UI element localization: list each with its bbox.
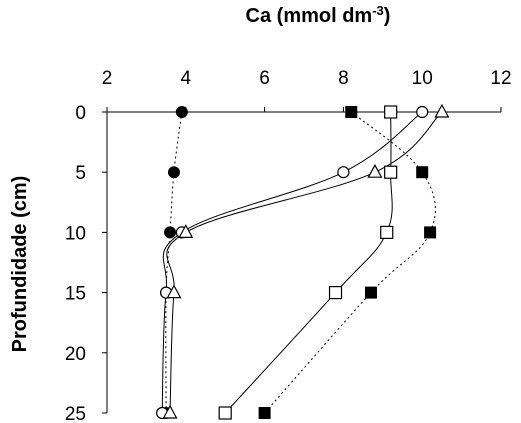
x-axis-title: Ca (mmol dm-3) [246, 3, 391, 27]
y-tick-label: 10 [65, 223, 86, 244]
data-point-open-square [384, 165, 398, 179]
data-point-filled-square [258, 407, 271, 419]
data-point-open-triangle [166, 284, 182, 299]
series-line-filled-square [264, 111, 436, 414]
y-axis-title: Profundidade (cm) [9, 176, 31, 353]
data-point-open-circle [337, 166, 350, 179]
y-tick-label: 15 [65, 284, 86, 305]
x-tick-label: 8 [338, 68, 349, 89]
data-point-open-triangle [367, 163, 383, 178]
x-tick-label: 6 [259, 68, 270, 89]
data-point-open-triangle [178, 224, 194, 238]
series-lines-group [161, 111, 443, 414]
data-point-filled-circle [164, 226, 177, 239]
y-tick-label: 25 [65, 404, 86, 423]
x-axis-title-suffix: ) [384, 5, 391, 27]
data-point-open-square [218, 406, 232, 420]
data-point-filled-circle [167, 166, 180, 179]
x-tick-label: 12 [490, 68, 511, 89]
x-tick-label: 4 [181, 68, 192, 89]
x-tick-label: 10 [412, 68, 433, 89]
tick-labels-group: 2 4 6 8 10 12 0 5 10 15 20 25 [65, 68, 512, 423]
data-point-open-square [380, 225, 394, 239]
series-line-open-circle [161, 111, 423, 414]
data-point-open-square [384, 105, 398, 119]
data-point-filled-square [364, 286, 377, 299]
y-tick-label: 0 [75, 103, 86, 124]
data-point-filled-square [416, 166, 429, 179]
y-tick-label: 20 [65, 344, 86, 365]
series-line-open-square [224, 111, 393, 414]
series-line-filled-circle [165, 111, 183, 414]
x-axis-title-main: Ca (mmol dm [246, 5, 373, 27]
data-point-open-triangle [434, 103, 450, 118]
data-point-open-square [328, 286, 343, 300]
series-markers-group [156, 103, 450, 420]
y-tick-label: 5 [75, 163, 86, 184]
axes-group [102, 107, 502, 414]
data-point-open-circle [416, 105, 429, 119]
data-point-filled-circle [175, 106, 188, 118]
x-axis-title-superscript: -3 [372, 3, 384, 18]
data-point-filled-square [424, 226, 437, 239]
data-point-open-triangle [162, 404, 178, 419]
series-line-open-triangle [166, 111, 443, 414]
data-point-filled-square [345, 106, 358, 118]
x-tick-label: 2 [102, 68, 113, 89]
